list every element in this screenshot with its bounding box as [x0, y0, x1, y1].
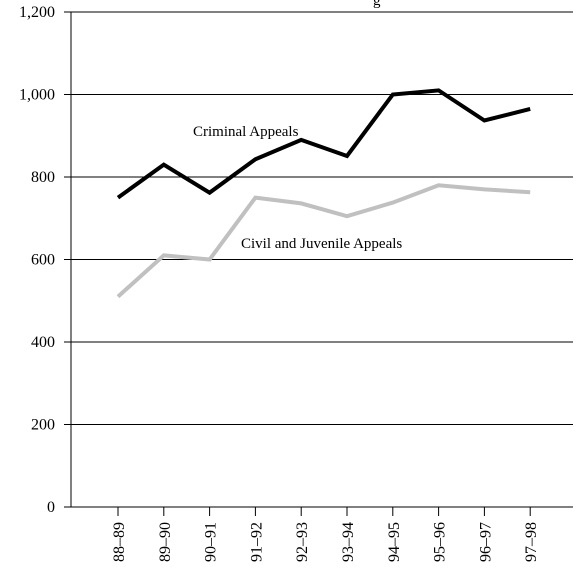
- chart-title-fragment: g: [373, 0, 381, 9]
- y-tick-label: 1,000: [19, 87, 55, 104]
- y-tick-label: 200: [31, 417, 55, 434]
- x-tick-labels: 88–89 89–90 90–91 91–92 92–93 93–94 94–95 95–96…: [111, 522, 540, 562]
- gridlines: [71, 11, 573, 425]
- y-tick-label: 600: [31, 252, 55, 269]
- y-tick-label: 800: [31, 169, 55, 186]
- series-line-criminal-appeals: [116, 88, 531, 200]
- series-label-criminal-appeals: Criminal Appeals: [193, 124, 299, 140]
- x-tick-label: 89–90: [157, 522, 174, 562]
- x-tick-label: 88–89: [111, 522, 128, 562]
- x-tick-label: 90–91: [203, 522, 220, 562]
- x-tick-label: 92–93: [294, 522, 311, 562]
- axes: [64, 11, 573, 516]
- series-line-civil-juvenile-appeals: [116, 183, 531, 299]
- y-tick-label: 0: [47, 499, 55, 516]
- x-tick-label: 95–96: [432, 522, 449, 562]
- x-tick-label: 94–95: [386, 522, 403, 562]
- y-tick-label: 1,200: [19, 4, 55, 21]
- x-tick-label: 97–98: [523, 522, 540, 562]
- x-tick-label: 93–94: [340, 522, 357, 562]
- y-tick-label: 400: [31, 334, 55, 351]
- x-tick-label: 96–97: [477, 522, 494, 562]
- y-tick-labels: 0 200 400 600 800 1,000 1,200: [19, 4, 55, 516]
- x-tick-label: 91–92: [248, 522, 265, 562]
- series-label-civil-juvenile-appeals: Civil and Juvenile Appeals: [241, 236, 402, 252]
- series-lines: [116, 88, 531, 299]
